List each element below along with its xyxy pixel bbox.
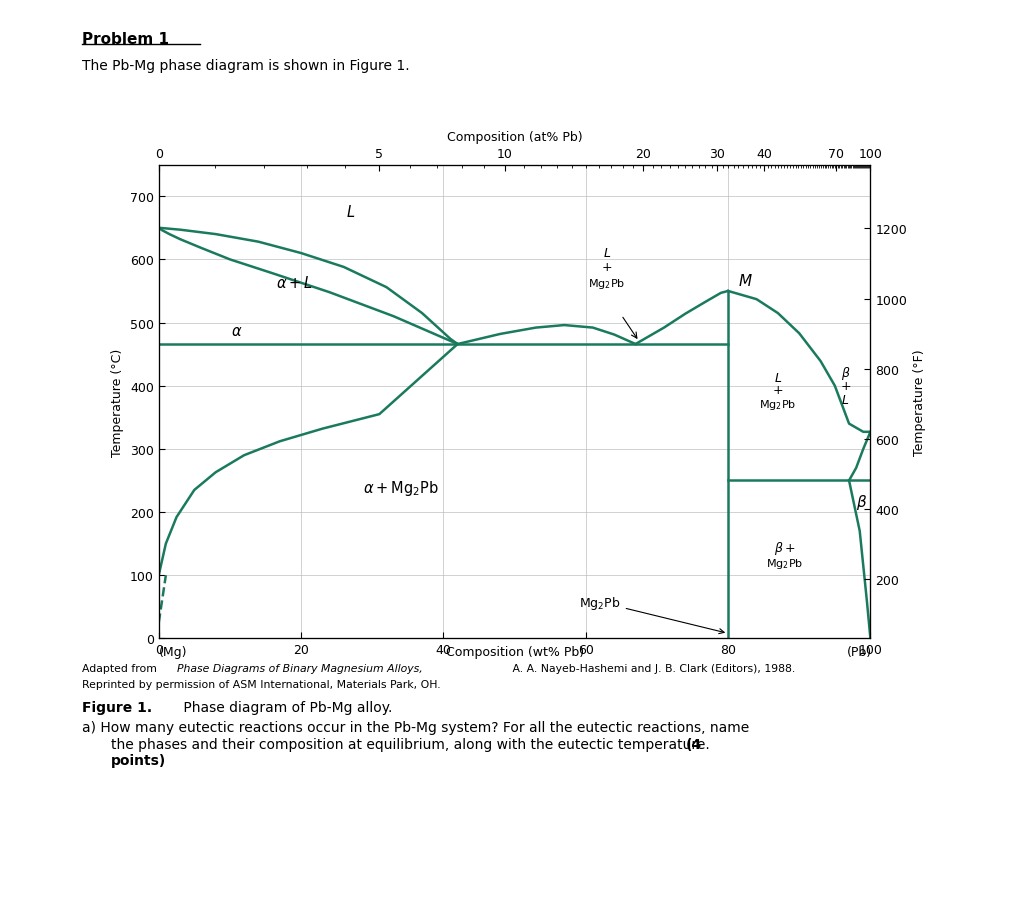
Text: $+$: $+$	[772, 384, 783, 397]
Text: $L$: $L$	[603, 247, 611, 260]
Text: Phase diagram of Pb-Mg alloy.: Phase diagram of Pb-Mg alloy.	[179, 700, 392, 714]
Text: (Pb): (Pb)	[847, 645, 872, 658]
X-axis label: Composition (at% Pb): Composition (at% Pb)	[446, 130, 583, 143]
Text: $L$: $L$	[842, 393, 850, 406]
Text: Problem 1: Problem 1	[82, 32, 169, 47]
Text: $L$: $L$	[346, 204, 355, 221]
Text: $M$: $M$	[738, 272, 754, 289]
Text: Reprinted by permission of ASM International, Materials Park, OH.: Reprinted by permission of ASM Internati…	[82, 679, 440, 689]
Text: $\alpha + L$: $\alpha + L$	[275, 275, 312, 290]
Text: $\mathrm{Mg_2Pb}$: $\mathrm{Mg_2Pb}$	[760, 398, 797, 412]
Text: (4: (4	[686, 737, 702, 751]
Text: a) How many eutectic reactions occur in the Pb-Mg system? For all the eutectic r: a) How many eutectic reactions occur in …	[82, 720, 750, 734]
Text: (Mg): (Mg)	[159, 645, 187, 658]
Text: the phases and their composition at equilibrium, along with the eutectic tempera: the phases and their composition at equi…	[111, 737, 714, 751]
Text: $\mathrm{Mg_2Pb}$: $\mathrm{Mg_2Pb}$	[589, 277, 626, 290]
Text: Figure 1.: Figure 1.	[82, 700, 152, 714]
Text: Composition (wt% Pb): Composition (wt% Pb)	[446, 645, 584, 658]
Text: $L$: $L$	[774, 371, 782, 384]
Text: $\mathrm{Mg_2Pb}$: $\mathrm{Mg_2Pb}$	[766, 556, 804, 570]
Text: $\mathrm{Mg_2Pb}$: $\mathrm{Mg_2Pb}$	[580, 594, 724, 634]
Text: $\alpha$: $\alpha$	[231, 323, 243, 339]
Text: The Pb-Mg phase diagram is shown in Figure 1.: The Pb-Mg phase diagram is shown in Figu…	[82, 59, 410, 73]
Y-axis label: Temperature (°C): Temperature (°C)	[112, 348, 124, 456]
Text: Phase Diagrams of Binary Magnesium Alloys,: Phase Diagrams of Binary Magnesium Alloy…	[177, 664, 423, 674]
Text: A. A. Nayeb-Hashemi and J. B. Clark (Editors), 1988.: A. A. Nayeb-Hashemi and J. B. Clark (Edi…	[509, 664, 796, 674]
Text: $+$: $+$	[601, 261, 612, 274]
Text: $\beta$: $\beta$	[856, 493, 867, 511]
Text: $\alpha  + \mathrm{Mg_2Pb}$: $\alpha + \mathrm{Mg_2Pb}$	[362, 478, 438, 497]
Text: $\beta$: $\beta$	[841, 365, 850, 381]
Y-axis label: Temperature (°F): Temperature (°F)	[912, 349, 926, 455]
Text: Adapted from: Adapted from	[82, 664, 161, 674]
Text: $+$: $+$	[840, 380, 851, 392]
Text: $\beta +$: $\beta +$	[774, 539, 796, 557]
Text: points): points)	[111, 754, 166, 767]
